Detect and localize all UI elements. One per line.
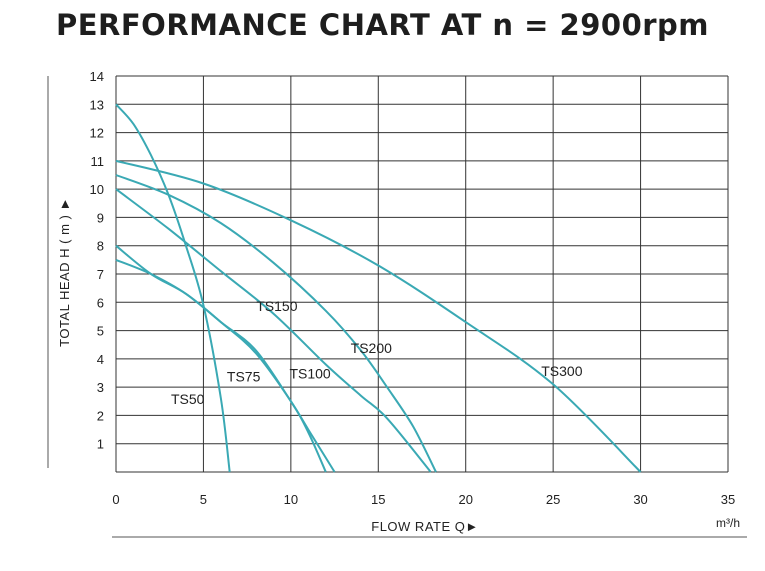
x-tick-label: 30 xyxy=(633,492,647,507)
x-tick-label: 20 xyxy=(458,492,472,507)
chart-title: PERFORMANCE CHART AT n = 2900rpm xyxy=(55,8,710,42)
curve-label-ts150: TS150 xyxy=(256,298,297,314)
y-axis-label: TOTAL HEAD H ( m ) ► xyxy=(57,197,72,347)
grid xyxy=(115,75,729,473)
x-tick-label: 5 xyxy=(200,492,207,507)
curve-ts50 xyxy=(115,103,231,473)
x-tick-labels: 0 5 10 15 20 25 30 35 xyxy=(112,492,735,507)
x-tick-label: 0 xyxy=(112,492,119,507)
y-tick-label: 14 xyxy=(90,69,104,84)
y-tick-label: 5 xyxy=(97,324,104,339)
y-tick-label: 8 xyxy=(97,239,104,254)
y-tick-label: 4 xyxy=(97,352,104,367)
y-tick-label: 9 xyxy=(97,210,104,225)
y-tick-label: 10 xyxy=(90,182,104,197)
x-axis-label: FLOW RATE Q► xyxy=(371,519,478,534)
y-tick-label: 11 xyxy=(91,154,105,169)
curve-ts100 xyxy=(115,244,336,473)
pump-curves xyxy=(115,103,642,473)
curve-ts150 xyxy=(115,188,432,473)
y-tick-label: 6 xyxy=(97,295,104,310)
x-tick-label: 15 xyxy=(371,492,385,507)
y-tick-label: 1 xyxy=(97,437,104,452)
curve-ts200 xyxy=(115,174,437,473)
curve-label-ts75: TS75 xyxy=(227,368,261,384)
curve-labels: TS50 TS75 TS100 TS150 TS200 TS300 xyxy=(171,298,583,407)
x-tick-label: 35 xyxy=(721,492,735,507)
y-tick-label: 3 xyxy=(97,380,104,395)
curve-label-ts50: TS50 xyxy=(171,391,205,407)
y-tick-label: 12 xyxy=(90,126,104,141)
x-axis-unit: m³/h xyxy=(716,516,740,530)
curve-label-ts100: TS100 xyxy=(289,366,330,382)
y-tick-label: 13 xyxy=(90,97,104,112)
x-tick-label: 10 xyxy=(284,492,298,507)
curve-label-ts200: TS200 xyxy=(351,340,392,356)
y-tick-label: 7 xyxy=(97,267,104,282)
curve-ts300 xyxy=(115,159,642,473)
curve-label-ts300: TS300 xyxy=(541,363,582,379)
y-tick-label: 2 xyxy=(97,408,104,423)
x-tick-label: 25 xyxy=(546,492,560,507)
